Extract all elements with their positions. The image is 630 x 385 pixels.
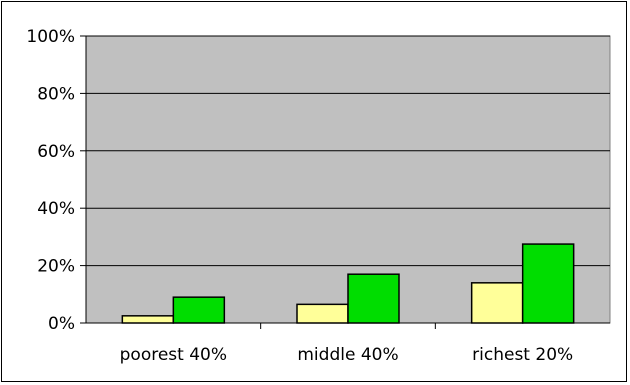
bar — [172, 296, 226, 324]
y-tick-label: 20% — [37, 257, 75, 277]
bar — [296, 303, 349, 324]
y-tick-label: 100% — [26, 27, 75, 47]
bar — [521, 243, 575, 324]
x-tick-label: middle 40% — [297, 345, 398, 365]
y-tick-label: 60% — [37, 142, 75, 162]
x-tick-label: richest 20% — [472, 345, 573, 365]
bar — [470, 282, 524, 324]
bar — [121, 315, 175, 324]
y-tick-label: 0% — [48, 314, 75, 334]
y-tick-label: 40% — [37, 199, 75, 219]
y-tick-label: 80% — [37, 84, 75, 104]
bar — [347, 273, 400, 324]
x-tick-label: poorest 40% — [120, 345, 227, 365]
